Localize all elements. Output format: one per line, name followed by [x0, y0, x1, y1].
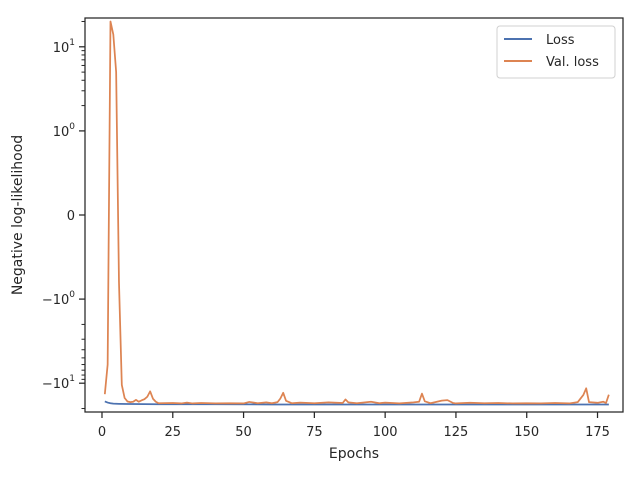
- x-tick-label: 0: [98, 425, 106, 440]
- x-tick-label: 50: [235, 425, 252, 440]
- x-tick-label: 100: [373, 425, 398, 440]
- y-tick-label: 100: [53, 122, 76, 140]
- y-tick-label: 0: [67, 209, 75, 224]
- y-tick-label: −100: [42, 290, 75, 308]
- y-axis-label: Negative log-likelihood: [10, 135, 26, 295]
- y-ticks: 101 100 0 −100 −101: [42, 20, 85, 410]
- x-ticks: 0 25 50 75 100 125 150 175: [98, 412, 610, 440]
- y-tick-label: 101: [53, 38, 75, 56]
- legend-label-loss: Loss: [546, 33, 575, 48]
- legend: Loss Val. loss: [496, 25, 616, 79]
- x-tick-label: 175: [585, 425, 610, 440]
- x-axis-label: Epochs: [329, 446, 379, 462]
- x-tick-label: 125: [444, 425, 469, 440]
- series-line-val-loss: [103, 20, 610, 405]
- y-tick-label: −101: [42, 374, 75, 392]
- x-tick-label: 25: [165, 425, 182, 440]
- x-tick-label: 75: [306, 425, 323, 440]
- legend-label-val-loss: Val. loss: [546, 55, 599, 70]
- plot-lines: [103, 20, 610, 406]
- x-tick-label: 150: [514, 425, 539, 440]
